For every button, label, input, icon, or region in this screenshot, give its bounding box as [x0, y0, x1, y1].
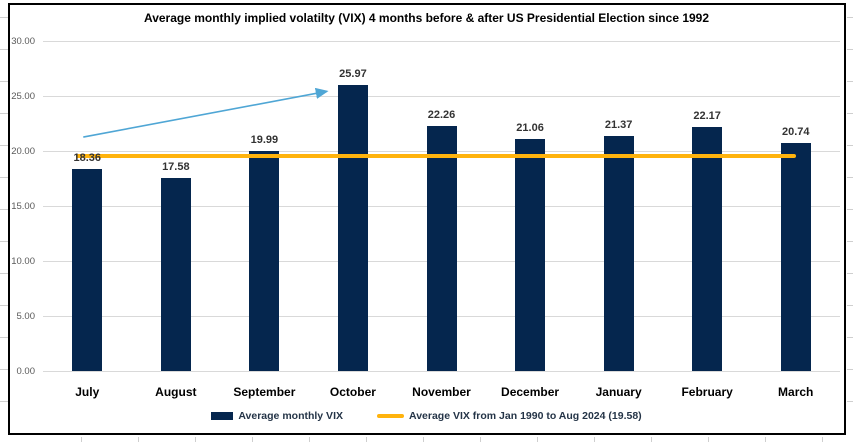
x-axis-month-label: December — [501, 385, 560, 399]
y-axis-tick-label: 10.00 — [11, 256, 35, 267]
bar-value-label: 22.17 — [693, 110, 721, 123]
chart-legend: Average monthly VIX Average VIX from Jan… — [0, 410, 853, 422]
x-axis-month-label: November — [412, 385, 471, 399]
average-vix-reference-line[interactable] — [76, 153, 796, 158]
x-axis-month-label: February — [681, 385, 733, 399]
vix-bar[interactable] — [160, 177, 191, 371]
spreadsheet-right-margin — [847, 0, 853, 442]
y-gridline — [43, 41, 840, 42]
vix-bar[interactable] — [780, 142, 811, 371]
y-axis-tick-label: 5.00 — [16, 311, 36, 322]
spreadsheet-left-margin — [0, 0, 8, 442]
legend-item-reference-line[interactable]: Average VIX from Jan 1990 to Aug 2024 (1… — [377, 410, 642, 422]
chart-title: Average monthly implied volatilty (VIX) … — [143, 11, 710, 25]
x-axis-month-label: September — [233, 385, 296, 399]
y-gridline — [43, 371, 840, 372]
vix-bar[interactable] — [692, 127, 723, 371]
bar-series-swatch-icon — [211, 412, 234, 420]
x-axis-month-label: March — [778, 385, 814, 399]
bar-value-label: 21.06 — [516, 122, 544, 135]
reference-line-label: Average VIX from Jan 1990 to Aug 2024 (1… — [409, 410, 642, 422]
y-axis-tick-label: 20.00 — [11, 146, 35, 157]
reference-line-swatch-icon — [377, 414, 404, 418]
y-axis-tick-label: 25.00 — [11, 91, 35, 102]
y-axis-tick-label: 0.00 — [16, 366, 36, 377]
vix-bar[interactable] — [337, 85, 368, 371]
spreadsheet-bottom-margin — [0, 437, 853, 442]
y-gridline — [43, 96, 840, 97]
bar-value-label: 25.97 — [339, 68, 367, 81]
bar-value-label: 22.26 — [427, 109, 456, 122]
x-axis-month-label: October — [329, 385, 376, 399]
bar-value-label: 20.74 — [781, 125, 810, 138]
bar-value-label: 19.99 — [250, 134, 279, 147]
bar-value-label: 18.36 — [73, 152, 102, 165]
bar-value-label: 21.37 — [604, 118, 633, 131]
x-axis-month-label: January — [595, 385, 642, 399]
vix-bar[interactable] — [603, 135, 634, 371]
x-axis-month-label: August — [155, 385, 197, 399]
y-axis-tick-label: 30.00 — [11, 36, 35, 47]
y-axis-tick-label: 15.00 — [11, 201, 35, 212]
vix-bar[interactable] — [72, 169, 103, 371]
bar-value-label: 17.58 — [162, 160, 190, 173]
x-axis-month-label: July — [75, 385, 100, 399]
vix-bar[interactable] — [515, 139, 546, 371]
vix-bar[interactable] — [426, 126, 457, 371]
legend-item-bar-series[interactable]: Average monthly VIX — [211, 410, 343, 422]
bar-series-label: Average monthly VIX — [238, 410, 343, 422]
vix-bar[interactable] — [249, 151, 280, 371]
